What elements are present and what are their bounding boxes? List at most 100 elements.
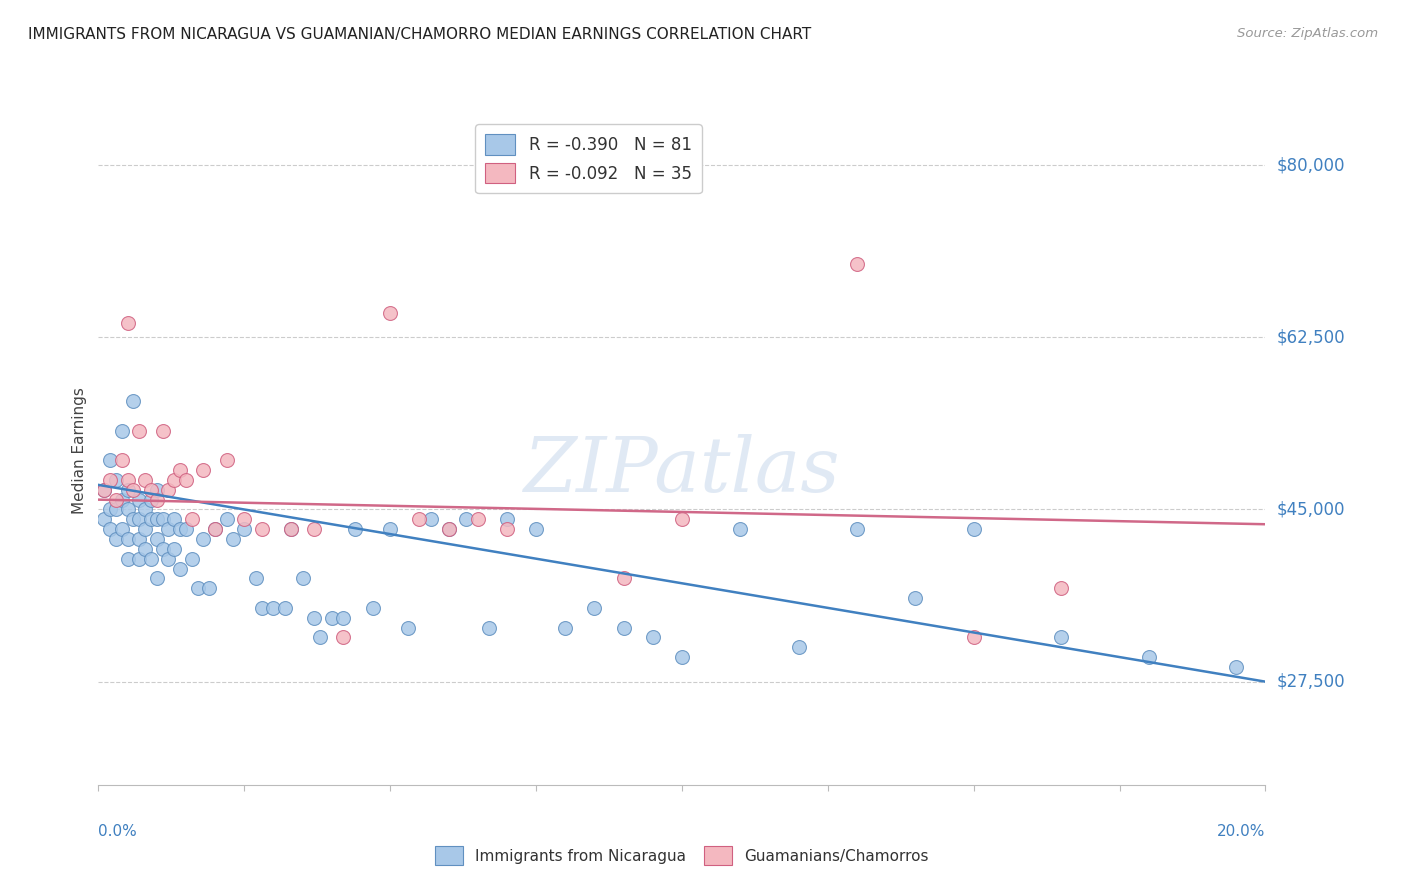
Point — [361, 600, 384, 615]
Point — [157, 551, 180, 566]
Text: $62,500: $62,500 — [1277, 328, 1346, 346]
Point — [122, 512, 145, 526]
Point — [845, 256, 868, 270]
Point — [221, 532, 243, 546]
Point — [111, 522, 134, 536]
Point — [454, 512, 477, 526]
Point — [128, 492, 150, 507]
Point — [139, 551, 162, 566]
Point — [193, 532, 215, 546]
Point — [962, 631, 984, 645]
Point — [378, 306, 402, 320]
Point — [1225, 660, 1247, 674]
Point — [478, 621, 501, 635]
Point — [163, 541, 186, 556]
Point — [495, 512, 517, 526]
Point — [845, 522, 868, 536]
Point — [344, 522, 367, 536]
Point — [437, 522, 460, 536]
Point — [524, 522, 547, 536]
Point — [104, 492, 127, 507]
Point — [1050, 581, 1073, 595]
Point — [332, 611, 354, 625]
Point — [98, 453, 121, 467]
Point — [612, 621, 634, 635]
Point — [117, 483, 139, 497]
Point — [174, 473, 197, 487]
Point — [139, 492, 162, 507]
Point — [262, 600, 284, 615]
Point — [233, 512, 256, 526]
Point — [122, 394, 145, 409]
Point — [134, 541, 156, 556]
Point — [378, 522, 402, 536]
Text: $27,500: $27,500 — [1277, 673, 1346, 690]
Point — [128, 532, 150, 546]
Point — [93, 512, 115, 526]
Point — [163, 473, 186, 487]
Point — [117, 551, 139, 566]
Point — [215, 453, 238, 467]
Point — [1137, 650, 1160, 665]
Point — [467, 512, 489, 526]
Point — [128, 551, 150, 566]
Point — [304, 522, 326, 536]
Point — [728, 522, 751, 536]
Point — [98, 502, 121, 516]
Point — [215, 512, 238, 526]
Point — [204, 522, 226, 536]
Point — [139, 483, 162, 497]
Point — [245, 571, 267, 585]
Point — [163, 512, 186, 526]
Point — [274, 600, 297, 615]
Point — [104, 473, 127, 487]
Point — [157, 483, 180, 497]
Point — [187, 581, 209, 595]
Point — [169, 463, 191, 477]
Point — [152, 512, 174, 526]
Point — [204, 522, 226, 536]
Point — [671, 512, 693, 526]
Point — [174, 522, 197, 536]
Point — [396, 621, 419, 635]
Point — [641, 631, 664, 645]
Point — [787, 640, 810, 655]
Point — [128, 424, 150, 438]
Point — [146, 532, 169, 546]
Text: Source: ZipAtlas.com: Source: ZipAtlas.com — [1237, 27, 1378, 40]
Point — [111, 424, 134, 438]
Point — [904, 591, 927, 605]
Point — [134, 522, 156, 536]
Point — [134, 473, 156, 487]
Point — [117, 473, 139, 487]
Point — [291, 571, 314, 585]
Point — [104, 502, 127, 516]
Text: ZIPatlas: ZIPatlas — [523, 434, 841, 508]
Point — [146, 512, 169, 526]
Point — [437, 522, 460, 536]
Text: $80,000: $80,000 — [1277, 156, 1346, 174]
Point — [1050, 631, 1073, 645]
Point — [111, 453, 134, 467]
Text: 0.0%: 0.0% — [98, 824, 138, 838]
Point — [117, 502, 139, 516]
Point — [117, 532, 139, 546]
Y-axis label: Median Earnings: Median Earnings — [72, 387, 87, 514]
Point — [233, 522, 256, 536]
Point — [420, 512, 443, 526]
Point — [304, 611, 326, 625]
Point — [152, 541, 174, 556]
Point — [93, 483, 115, 497]
Point — [98, 522, 121, 536]
Text: 20.0%: 20.0% — [1218, 824, 1265, 838]
Text: $45,000: $45,000 — [1277, 500, 1346, 518]
Text: IMMIGRANTS FROM NICARAGUA VS GUAMANIAN/CHAMORRO MEDIAN EARNINGS CORRELATION CHAR: IMMIGRANTS FROM NICARAGUA VS GUAMANIAN/C… — [28, 27, 811, 42]
Point — [495, 522, 517, 536]
Point — [250, 522, 273, 536]
Point — [280, 522, 302, 536]
Point — [321, 611, 343, 625]
Point — [111, 492, 134, 507]
Point — [962, 522, 984, 536]
Point — [583, 600, 606, 615]
Point — [332, 631, 354, 645]
